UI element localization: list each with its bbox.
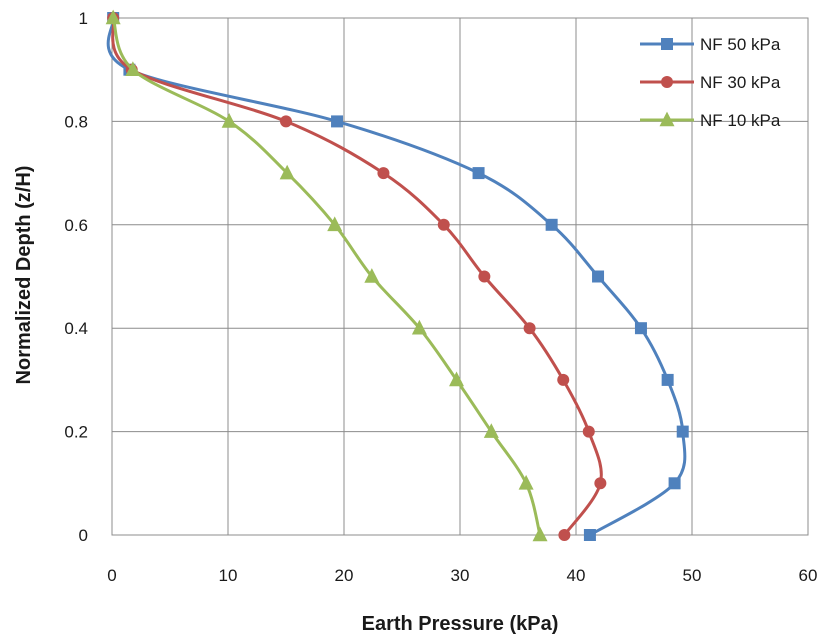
data-point (518, 474, 534, 490)
legend-marker (661, 38, 673, 50)
series-group (105, 9, 689, 542)
x-tick-label: 0 (107, 566, 116, 585)
data-point (478, 270, 491, 283)
y-tick-label: 0.4 (64, 319, 88, 338)
x-tick-label: 40 (567, 566, 586, 585)
plot-area-border (111, 17, 809, 536)
series-nf-30-kpa (107, 12, 607, 541)
data-point (280, 115, 292, 128)
legend-marker (661, 76, 673, 88)
y-axis-title: Normalized Depth (z/H) (13, 166, 35, 385)
data-point (125, 61, 141, 76)
y-tick-label: 1 (79, 9, 88, 28)
legend-item: NF 30 kPa (640, 73, 781, 92)
series-line (111, 16, 542, 537)
x-tick-label: 60 (799, 566, 818, 585)
data-point (105, 9, 121, 25)
x-axis-title: Earth Pressure (kPa) (362, 613, 559, 635)
axes: 0 10 20 30 40 50 60 0 0.2 0.4 0.6 0.8 1 (64, 9, 817, 585)
legend-label: NF 10 kPa (700, 111, 781, 130)
data-point (676, 425, 689, 438)
data-point (668, 477, 681, 490)
data-point (327, 216, 343, 232)
data-point (221, 113, 237, 128)
data-point (582, 425, 595, 438)
data-point (545, 218, 558, 231)
data-point (594, 477, 607, 490)
data-point (279, 164, 295, 180)
y-tick-label: 0.2 (64, 423, 88, 442)
data-point (557, 373, 570, 386)
legend: NF 50 kPa NF 30 kPa NF 10 kPa (640, 35, 781, 130)
series-nf-10-kpa (105, 9, 548, 542)
x-tick-label: 10 (219, 566, 238, 585)
legend-marker (659, 111, 675, 127)
legend-label: NF 50 kPa (700, 35, 781, 54)
data-point (661, 373, 674, 386)
data-point (532, 526, 548, 542)
x-tick-label: 30 (451, 566, 470, 585)
x-tick-label: 20 (335, 566, 354, 585)
y-tick-label: 0 (79, 526, 88, 545)
data-point (364, 268, 380, 283)
data-point (634, 322, 647, 335)
legend-item: NF 50 kPa (640, 35, 781, 54)
data-point (437, 218, 450, 231)
data-point (483, 423, 499, 438)
grid (111, 17, 809, 536)
data-point (583, 529, 596, 541)
legend-label: NF 30 kPa (700, 73, 781, 92)
data-point (592, 270, 605, 283)
y-tick-label: 0.6 (64, 216, 88, 235)
y-tick-label: 0.8 (64, 112, 88, 131)
x-tick-label: 50 (683, 566, 702, 585)
data-point (331, 115, 344, 128)
data-point (472, 167, 485, 180)
legend-item: NF 10 kPa (640, 111, 781, 130)
series-line (106, 16, 687, 537)
series-line (111, 16, 603, 537)
data-point (558, 529, 571, 541)
data-point (449, 371, 465, 387)
data-point (523, 322, 536, 335)
data-point (411, 319, 427, 335)
data-point (377, 167, 390, 180)
